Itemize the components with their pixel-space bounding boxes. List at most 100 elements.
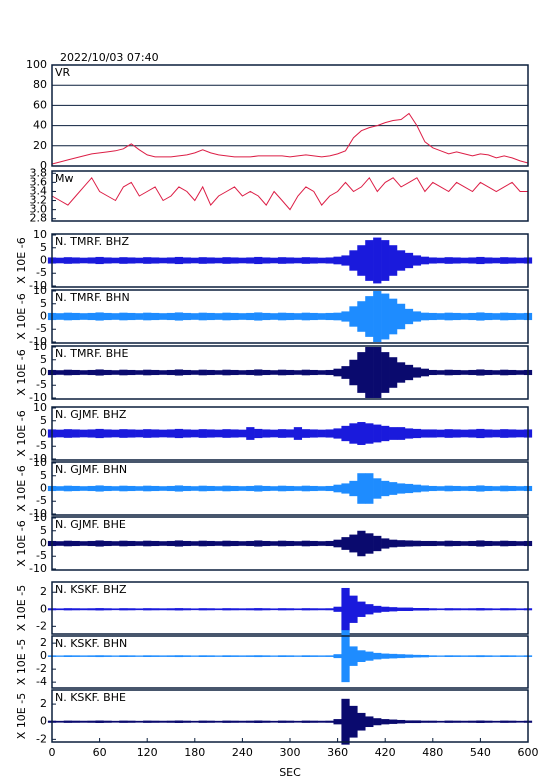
waveform-envelope [508,429,517,438]
waveform-envelope [357,601,366,617]
waveform-envelope [396,303,406,330]
waveform-envelope [341,311,350,322]
waveform-envelope [349,705,358,738]
waveform-envelope [87,720,96,723]
waveform-envelope [143,485,152,492]
waveform-envelope [428,540,437,547]
waveform-envelope [111,608,120,611]
y-tick-label: 3.2 [30,194,48,207]
waveform-envelope [285,608,295,611]
y-tick-label: 2.8 [30,212,48,225]
waveform-envelope [389,482,398,495]
waveform-envelope [508,720,517,723]
waveform-envelope [341,587,350,631]
waveform-envelope [349,595,358,623]
waveform-envelope [190,608,199,611]
waveform-envelope [254,608,263,611]
waveform-envelope [460,541,469,546]
waveform-envelope [214,257,223,264]
waveform-envelope [333,539,342,548]
y-tick-label: 0 [40,715,47,728]
panel-label: N. GJMF. BHN [55,463,127,476]
waveform-envelope [460,720,469,723]
waveform-envelope [515,720,525,723]
waveform-envelope [158,370,168,375]
waveform-envelope [293,655,303,657]
waveform-envelope [246,485,255,492]
panel-frame [51,233,529,288]
waveform-envelope [222,369,231,376]
waveform-envelope [63,429,72,438]
waveform-envelope [468,257,477,264]
waveform-envelope [222,485,231,492]
waveform-envelope [127,720,136,723]
y-tick-label: 5 [40,297,47,310]
waveform-envelope [492,313,501,320]
waveform-envelope [230,608,239,611]
panel-label: N. GJMF. BHZ [55,408,127,421]
waveform-envelope [293,370,303,375]
waveform-envelope [420,608,429,611]
y-tick-label: 0 [40,537,47,550]
waveform-envelope [198,655,207,657]
waveform-envelope [87,608,96,611]
waveform-envelope [214,655,223,657]
waveform-envelope [95,369,104,376]
waveform-envelope [151,485,160,492]
waveform-envelope [182,655,191,657]
waveform-envelope [174,720,184,723]
waveform-envelope [238,370,247,375]
panel-frame [51,64,529,167]
waveform-envelope [452,312,461,321]
waveform-envelope [127,540,136,547]
y-tick-label: -5 [36,322,47,335]
waveform-envelope [412,608,422,611]
waveform-envelope [428,608,437,611]
waveform-envelope [119,608,128,611]
waveform-envelope [452,429,461,438]
waveform-envelope [206,608,215,611]
y-tick-label: 3.0 [30,203,48,216]
waveform-envelope [151,720,160,723]
waveform-envelope [476,720,485,723]
waveform-envelope [452,608,461,611]
waveform-envelope [396,483,406,494]
waveform-envelope [317,429,326,438]
y-tick-label: 2 [40,697,47,710]
waveform-envelope [333,368,342,377]
waveform-envelope [476,312,485,321]
waveform-envelope [254,540,263,547]
waveform-envelope [515,313,525,320]
waveform-envelope [63,655,72,657]
waveform-envelope [412,367,422,378]
waveform-envelope [293,257,303,264]
waveform-envelope [404,428,414,439]
waveform-envelope [230,485,239,492]
waveform-envelope [206,257,215,264]
waveform-envelope [166,312,176,321]
waveform-envelope [119,540,128,547]
waveform-envelope [79,608,88,611]
waveform-envelope [373,478,382,499]
waveform-envelope [277,429,287,438]
waveform-envelope [262,720,271,723]
panel-frame [51,581,529,635]
waveform-envelope [143,369,152,376]
waveform-envelope [508,608,517,611]
waveform-envelope [460,608,469,611]
waveform-envelope [238,541,247,546]
waveform-envelope [87,540,96,547]
waveform-envelope [270,486,279,491]
waveform-envelope [246,369,255,376]
waveform-envelope [238,313,247,320]
waveform-envelope [182,257,191,264]
waveform-envelope [389,427,398,440]
waveform-envelope [389,245,398,276]
waveform-envelope [468,608,477,611]
y-axis-label: X 10E -6 [15,237,28,283]
waveform-envelope [166,608,176,611]
x-axis-label: SEC [279,766,301,779]
waveform-envelope [246,427,255,440]
waveform-envelope [436,486,445,491]
waveform-envelope [404,654,414,658]
